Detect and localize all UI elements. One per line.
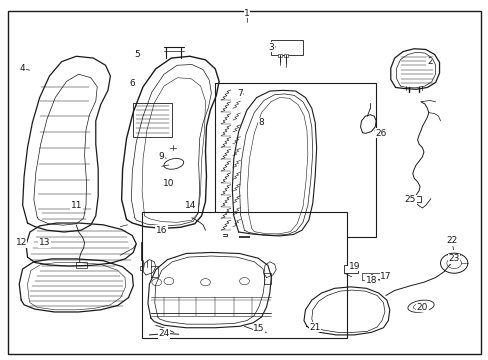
Text: 10: 10 xyxy=(163,179,174,188)
Text: 19: 19 xyxy=(348,262,359,271)
Bar xyxy=(409,196,420,202)
Text: 23: 23 xyxy=(447,255,459,264)
Text: 1: 1 xyxy=(244,9,249,18)
Text: 25: 25 xyxy=(404,195,415,204)
Bar xyxy=(344,265,357,273)
Bar xyxy=(142,212,346,338)
Text: 24: 24 xyxy=(158,329,169,338)
Bar xyxy=(141,242,157,260)
Ellipse shape xyxy=(412,303,428,310)
Bar xyxy=(277,54,281,57)
Bar xyxy=(371,273,380,279)
Bar xyxy=(76,262,87,268)
Bar xyxy=(166,332,180,337)
Bar xyxy=(140,266,158,270)
Bar xyxy=(215,83,375,237)
Text: 13: 13 xyxy=(39,238,50,247)
Text: 5: 5 xyxy=(134,50,140,59)
Ellipse shape xyxy=(407,300,433,312)
Text: 21: 21 xyxy=(309,323,320,332)
Text: 17: 17 xyxy=(379,272,391,281)
Text: 8: 8 xyxy=(258,118,264,127)
Text: 11: 11 xyxy=(70,201,82,210)
Text: 15: 15 xyxy=(253,324,264,333)
Text: 20: 20 xyxy=(416,303,427,312)
Bar xyxy=(284,54,287,57)
Text: 18: 18 xyxy=(365,276,376,285)
Text: 22: 22 xyxy=(445,237,456,246)
Text: 6: 6 xyxy=(129,79,135,88)
Ellipse shape xyxy=(163,158,183,169)
Text: 7: 7 xyxy=(236,89,242,98)
Bar xyxy=(271,40,303,55)
Text: 16: 16 xyxy=(156,226,167,235)
Bar xyxy=(361,273,370,280)
Bar xyxy=(199,228,208,232)
Text: 9: 9 xyxy=(159,152,164,161)
Text: 4: 4 xyxy=(20,64,25,73)
Bar xyxy=(133,103,172,137)
Text: 2: 2 xyxy=(426,57,432,66)
Text: 12: 12 xyxy=(16,238,27,247)
Text: 26: 26 xyxy=(375,129,386,138)
Text: 3: 3 xyxy=(268,43,274,52)
Text: 14: 14 xyxy=(185,201,196,210)
